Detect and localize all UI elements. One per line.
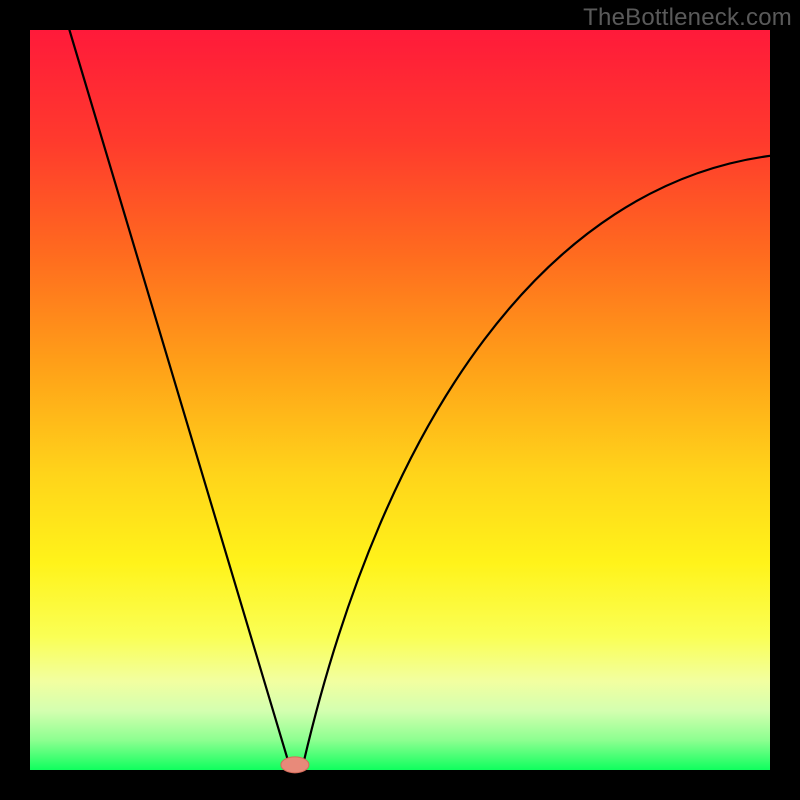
watermark-label: TheBottleneck.com: [583, 4, 792, 32]
chart-svg: [0, 0, 800, 800]
chart-container: TheBottleneck.com: [0, 0, 800, 800]
optimal-marker: [281, 757, 309, 773]
plot-gradient-bg: [30, 30, 770, 770]
